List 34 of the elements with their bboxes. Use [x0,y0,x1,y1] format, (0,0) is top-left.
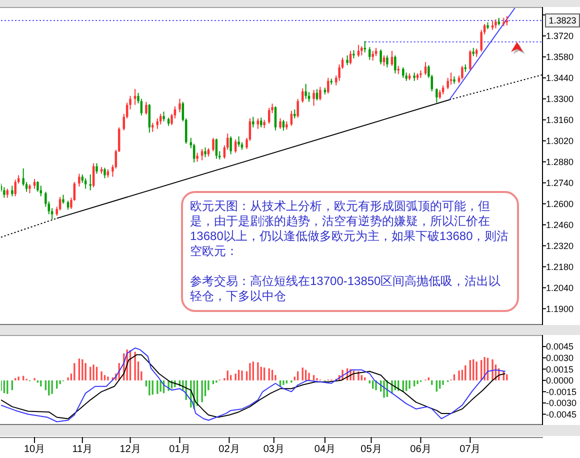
ref-line-label: 1.3823 [548,16,576,26]
annotation: 欧元天图：从技术上分析，欧元有形成圆弧顶的可能，但是，由于是剧涨的趋势，沽空有逆势的嫌疑，所以汇价在13680以上，仍以逢低做多欧元为主，如果下破13680，则沽空欧元： [190,199,510,259]
y-tick-label: 0.0030 [546,353,574,364]
y-tick-label: 1.2600 [546,198,574,209]
x-tick-label: 04月 [314,444,336,455]
x-tick-label: 11月 [72,444,93,455]
y-tick-label: 1.3440 [546,73,574,84]
y-tick-label: -0.0015 [546,386,577,397]
x-tick-label: 01月 [169,444,190,455]
y-tick-label: 1.3020 [546,136,574,146]
annotation: 参考交易：高位短线在13700-13850区间高抛低吸，沽出以轻仓，下多以中仓 [190,274,502,304]
y-tick-label: 0.0000 [546,376,574,386]
y-tick-label: 1.2740 [546,178,574,188]
y-tick-label: 0.0015 [546,364,574,374]
y-tick-label: 0.0045 [546,342,574,352]
x-tick-label: 05月 [360,444,382,455]
y-tick-label: -0.0045 [546,409,577,420]
y-tick-label: -0.0030 [546,398,577,408]
y-tick-label: 1.3300 [546,94,574,104]
y-tick-label: 1.2040 [546,282,574,293]
y-tick-label: 1.1900 [546,304,574,314]
y-tick-label: 1.2880 [546,157,574,168]
y-tick-label: 1.3720 [546,31,574,42]
y-tick-label: 1.3580 [546,52,574,62]
y-tick-label: 1.3160 [546,115,574,126]
y-tick-label: 1.2320 [546,240,574,251]
y-tick-label: 1.2180 [546,262,574,272]
x-tick-label: 12月 [120,444,141,455]
x-tick-label: 10月 [24,444,46,455]
y-tick-label: 1.2460 [546,220,574,230]
x-tick-label: 02月 [218,444,240,455]
x-tick-label: 07月 [460,444,481,455]
x-tick-label: 03月 [263,444,284,455]
x-tick-label: 06月 [410,444,432,455]
